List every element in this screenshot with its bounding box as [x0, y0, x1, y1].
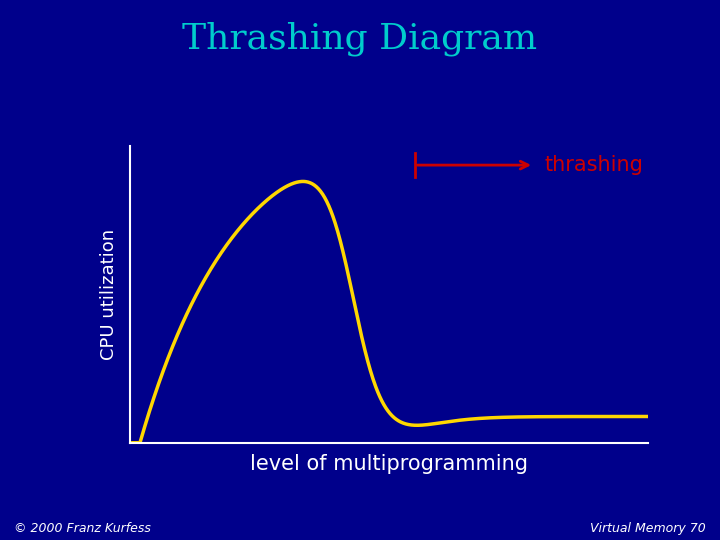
- Text: Thrashing Diagram: Thrashing Diagram: [182, 22, 538, 56]
- Text: thrashing: thrashing: [544, 155, 643, 175]
- Y-axis label: CPU utilization: CPU utilization: [101, 229, 119, 360]
- Text: © 2000 Franz Kurfess: © 2000 Franz Kurfess: [14, 522, 151, 535]
- X-axis label: level of multiprogramming: level of multiprogramming: [250, 454, 528, 474]
- Text: Virtual Memory 70: Virtual Memory 70: [590, 522, 706, 535]
